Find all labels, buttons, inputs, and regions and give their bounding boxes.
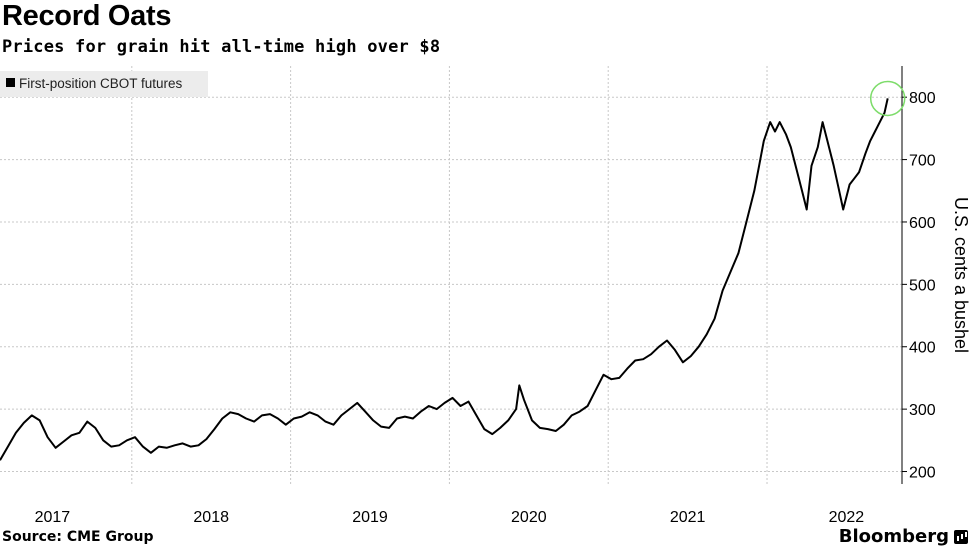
brand-name: Bloomberg [838,526,949,547]
source-note: Source: CME Group [2,529,154,545]
y-axis-label: U.S. cents a bushel [951,197,971,353]
y-tick-label: 700 [909,153,936,170]
record-high-circle [869,80,906,117]
chart-subtitle: Prices for grain hit all-time high over … [2,37,441,57]
y-tick-label: 500 [909,277,936,294]
y-tick-label: 300 [909,402,936,419]
chart-title: Record Oats [2,0,172,32]
x-tick-label: 2018 [193,509,229,526]
x-tick-label: 2019 [352,509,388,526]
x-tick-label: 2017 [35,509,71,526]
legend-box [0,71,208,97]
y-tick-label: 400 [909,340,936,357]
legend: First-position CBOT futures [0,71,208,97]
x-tick-label: 2021 [670,509,706,526]
x-tick-label: 2020 [511,509,547,526]
y-tick-label: 200 [909,465,936,482]
brand-logo: Bloomberg [839,526,968,547]
legend-swatch [6,78,15,87]
bloomberg-chart-icon [954,529,968,544]
plot-area [0,66,902,484]
y-tick-label: 800 [909,90,936,107]
legend-label: First-position CBOT futures [19,76,183,91]
y-tick-label: 600 [909,215,936,232]
x-tick-label: 2022 [829,509,865,526]
price-series-line [0,98,889,461]
